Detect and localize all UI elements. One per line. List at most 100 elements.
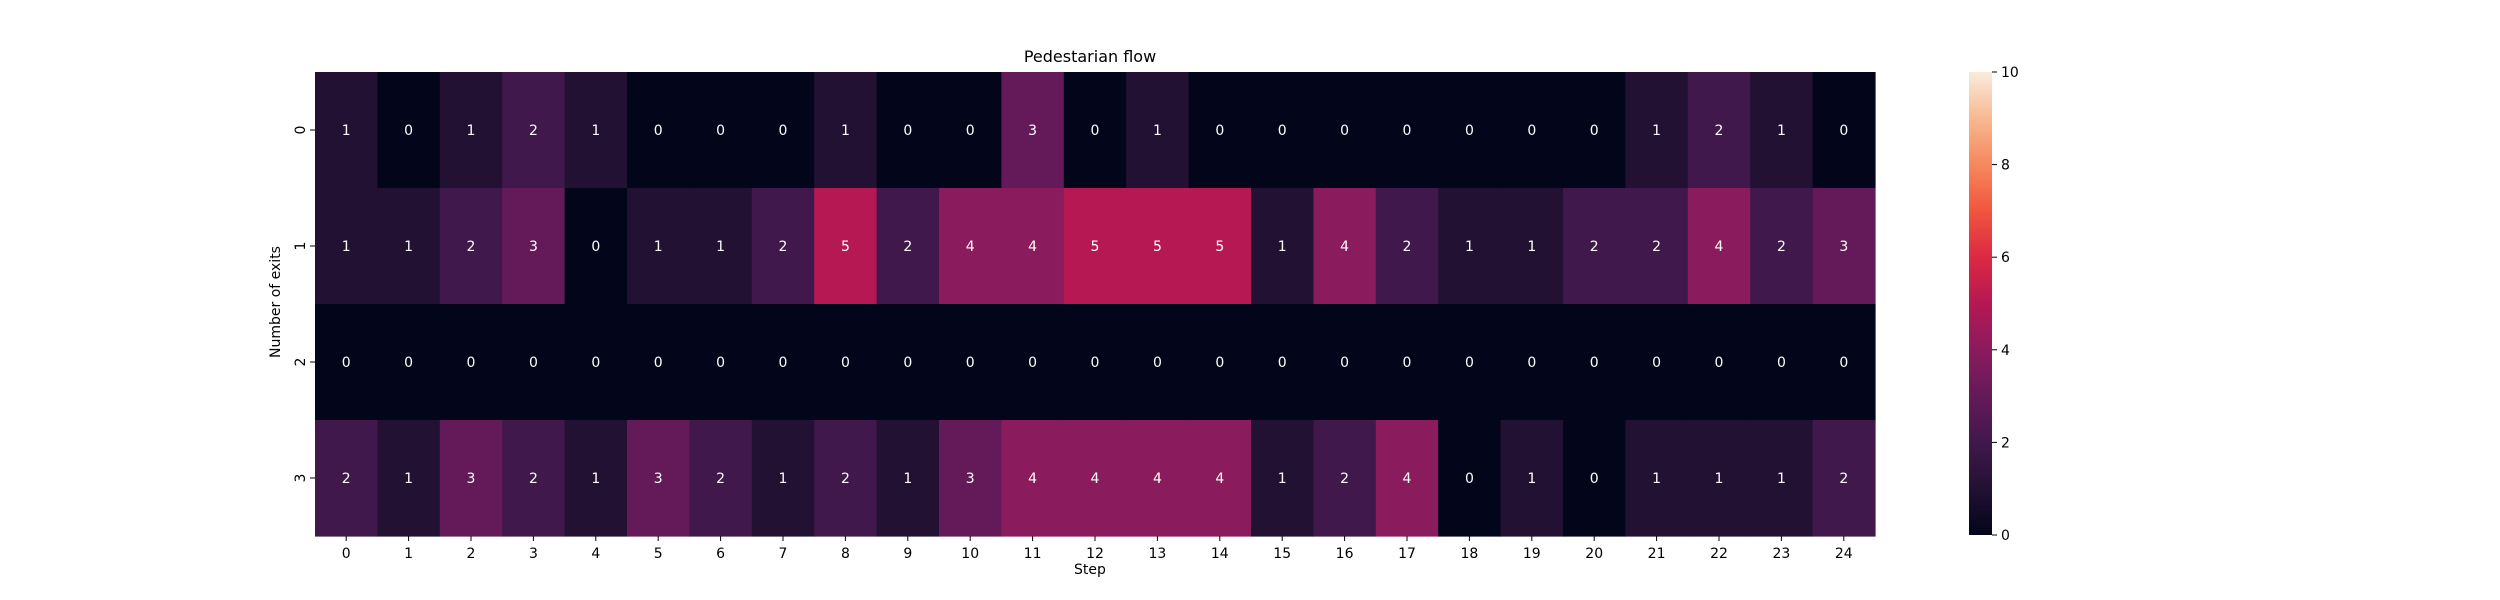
cell-value-label: 0: [1590, 471, 1599, 487]
y-axis-label: Number of exits: [268, 246, 284, 358]
cell-value-label: 0: [903, 123, 912, 139]
cell-value-label: 0: [1527, 123, 1536, 139]
cell-value-label: 0: [1028, 355, 1037, 371]
x-tick-label: 15: [1273, 546, 1291, 562]
heatmap-cell: [377, 188, 441, 305]
x-axis-label: Step: [1074, 562, 1106, 578]
heatmap-cell: [1812, 420, 1876, 537]
cell-value-label: 0: [716, 123, 725, 139]
heatmap-cell: [1313, 188, 1377, 305]
x-tick-label: 1: [404, 546, 413, 562]
heatmap-cell: [1625, 420, 1689, 537]
cell-value-label: 0: [1403, 123, 1412, 139]
cell-value-label: 0: [716, 355, 725, 371]
cell-value-label: 0: [1590, 123, 1599, 139]
heatmap-cell: [689, 188, 753, 305]
y-tick-label: 2: [293, 358, 309, 367]
cell-value-label: 0: [1527, 355, 1536, 371]
x-tick-label: 14: [1211, 546, 1229, 562]
cell-value-label: 0: [779, 355, 788, 371]
heatmap-cell: [502, 188, 566, 305]
heatmap-cell: [439, 72, 503, 189]
x-tick-label: 7: [779, 546, 788, 562]
x-tick-label: 24: [1835, 546, 1853, 562]
cell-value-label: 3: [1028, 123, 1037, 139]
x-tick-label: 10: [961, 546, 979, 562]
cell-value-label: 2: [841, 471, 850, 487]
cell-value-label: 1: [1278, 471, 1287, 487]
x-tick-label: 9: [903, 546, 912, 562]
cell-value-label: 0: [1091, 123, 1100, 139]
cell-value-label: 1: [903, 471, 912, 487]
cell-value-label: 1: [1652, 123, 1661, 139]
heatmap-cell: [876, 188, 940, 305]
cell-value-label: 0: [591, 355, 600, 371]
cell-value-label: 3: [529, 239, 538, 255]
heatmap-cell: [1438, 304, 1502, 421]
cell-value-label: 0: [966, 355, 975, 371]
cell-value-label: 1: [591, 123, 600, 139]
cell-value-label: 0: [1839, 123, 1848, 139]
colorbar-tick-label: 0: [2001, 528, 2010, 544]
heatmap-cell: [564, 304, 628, 421]
cell-value-label: 2: [1777, 239, 1786, 255]
cell-value-label: 1: [654, 239, 663, 255]
heatmap-cell: [502, 72, 566, 189]
heatmap-cell: [751, 72, 815, 189]
heatmap-cell: [377, 72, 441, 189]
cell-value-label: 3: [966, 471, 975, 487]
heatmap-cell: [1812, 188, 1876, 305]
cell-value-label: 0: [1091, 355, 1100, 371]
cell-value-label: 4: [1091, 471, 1100, 487]
heatmap-cell: [1438, 420, 1502, 537]
cell-value-label: 5: [841, 239, 850, 255]
cell-value-label: 0: [779, 123, 788, 139]
cell-value-label: 5: [1091, 239, 1100, 255]
x-tick-label: 17: [1398, 546, 1416, 562]
heatmap-cell: [939, 304, 1002, 421]
heatmap-cell: [1687, 304, 1751, 421]
colorbar-tick-label: 4: [2001, 343, 2010, 359]
heatmap-cell: [1188, 188, 1252, 305]
heatmap-cell: [1625, 188, 1689, 305]
cell-value-label: 0: [1278, 123, 1287, 139]
cell-value-label: 1: [404, 239, 413, 255]
heatmap-cell: [1313, 304, 1377, 421]
heatmap-cell: [1001, 72, 1065, 189]
cell-value-label: 1: [467, 123, 476, 139]
cell-value-label: 3: [1839, 239, 1848, 255]
cell-value-label: 1: [591, 471, 600, 487]
heatmap-cell: [1126, 304, 1190, 421]
heatmap-cells: 1 0 1 2 1 0 0 0 1 0 0 3 0 1 0 0 0 0 0 0 0 1 2 1 0 1 1 2 3 0 1 1 2 5 2 4 4 5 5 5…: [315, 72, 1876, 537]
cell-value-label: 2: [342, 471, 351, 487]
x-tick-label: 5: [654, 546, 663, 562]
heatmap-cell: [1625, 304, 1689, 421]
x-tick-label: 6: [716, 546, 725, 562]
heatmap-cell: [1750, 72, 1814, 189]
heatmap-cell: [1375, 72, 1439, 189]
heatmap-cell: [1563, 420, 1626, 537]
x-tick-label: 12: [1086, 546, 1104, 562]
cell-value-label: 2: [1403, 239, 1412, 255]
x-tick-label: 13: [1148, 546, 1166, 562]
heatmap-cell: [564, 72, 628, 189]
heatmap-cell: [1375, 188, 1439, 305]
heatmap-cell: [627, 188, 690, 305]
y-tick-label: 3: [293, 474, 309, 483]
heatmap-cell: [1750, 304, 1814, 421]
colorbar: [1969, 72, 1992, 535]
cell-value-label: 4: [1028, 471, 1037, 487]
cell-value-label: 1: [1527, 239, 1536, 255]
cell-value-label: 0: [1153, 355, 1162, 371]
cell-value-label: 0: [654, 355, 663, 371]
cell-value-label: 2: [529, 471, 538, 487]
heatmap-cell: [689, 304, 753, 421]
cell-value-label: 1: [1715, 471, 1724, 487]
cell-value-label: 2: [1715, 123, 1724, 139]
cell-value-label: 0: [404, 123, 413, 139]
heatmap-cell: [1188, 304, 1252, 421]
heatmap-cell: [439, 188, 503, 305]
cell-value-label: 0: [1278, 355, 1287, 371]
cell-value-label: 0: [1340, 123, 1349, 139]
heatmap-cell: [377, 304, 441, 421]
